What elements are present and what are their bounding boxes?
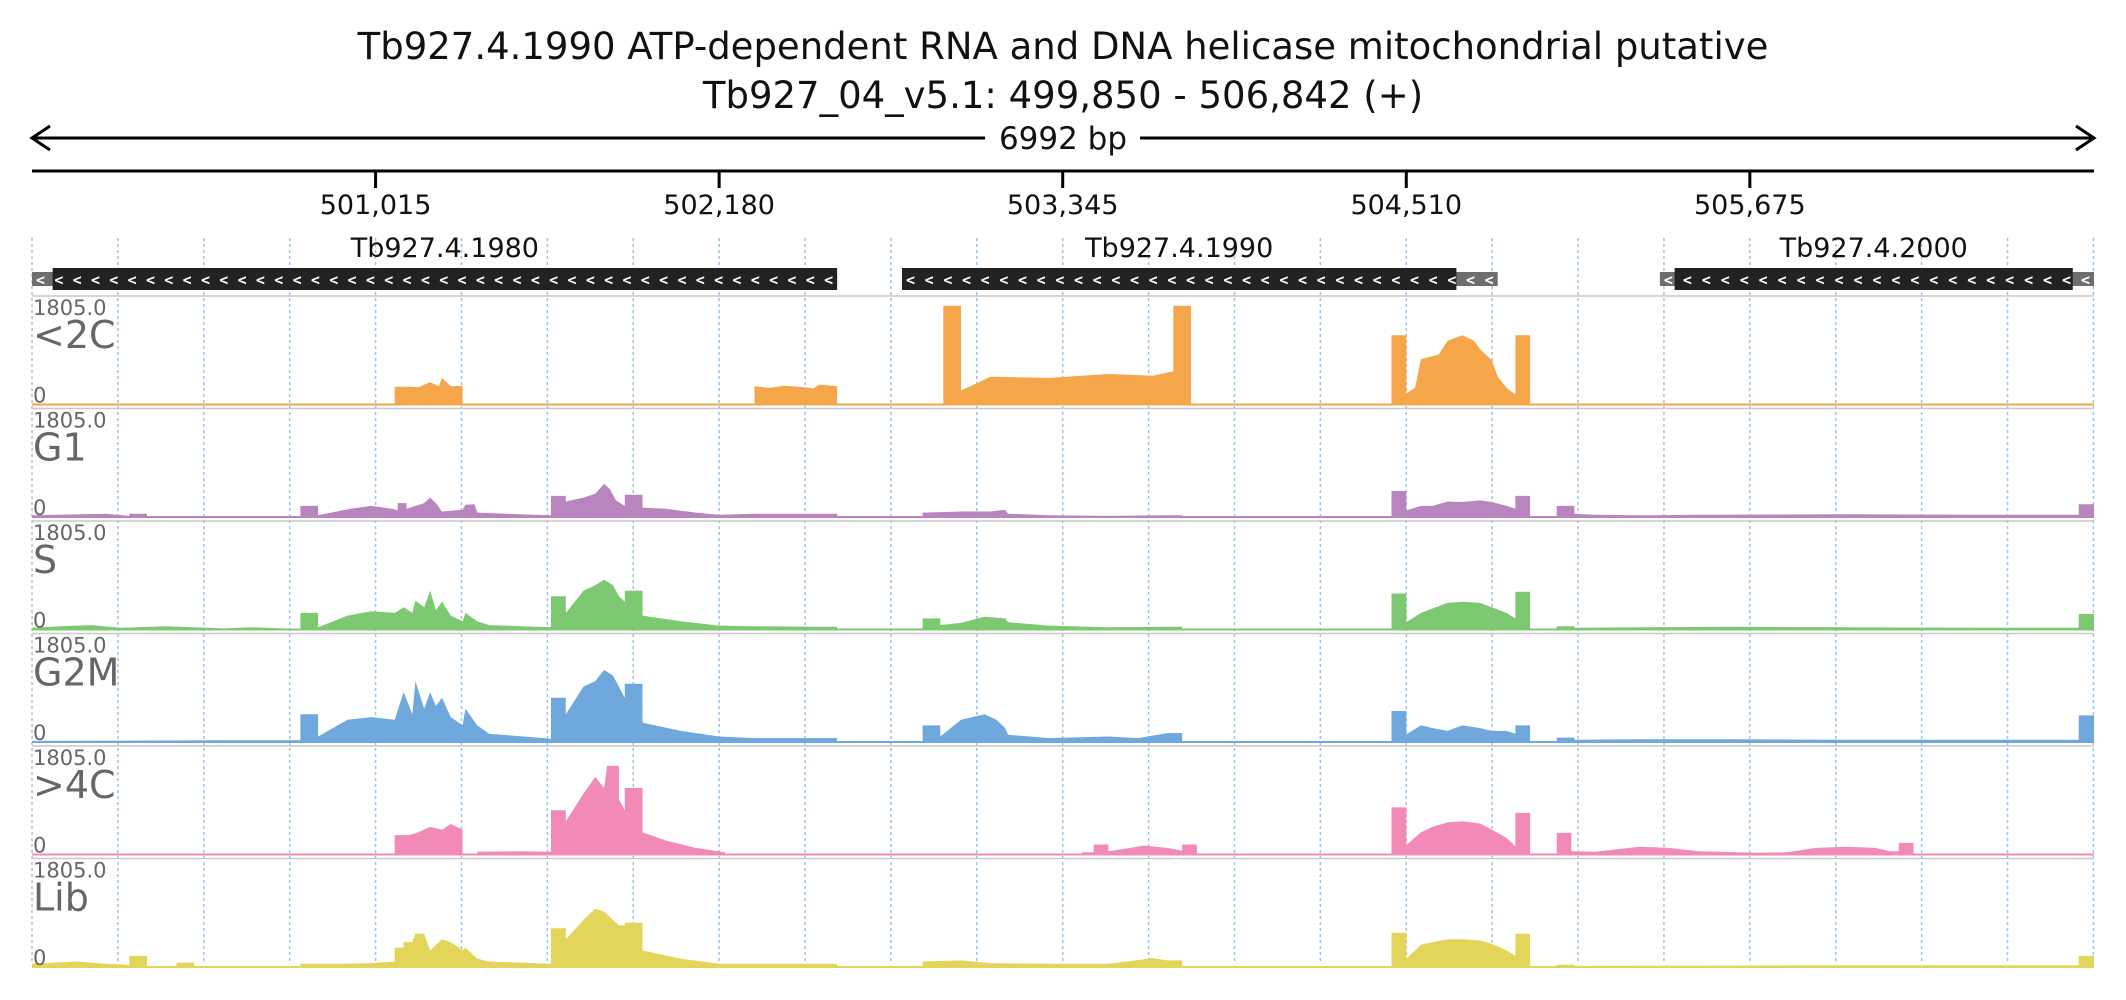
span-arrow-left-icon xyxy=(29,124,51,152)
track-max-label: 1805.0 xyxy=(33,409,106,433)
gene-cds xyxy=(1674,268,2073,290)
track-max-label: 1805.0 xyxy=(33,746,106,770)
coverage-area xyxy=(394,305,1531,405)
track-name: S xyxy=(33,538,57,582)
gene-label: Tb927.4.1980 xyxy=(350,233,539,264)
track-name: Lib xyxy=(33,876,89,920)
track-name: G1 xyxy=(33,426,87,470)
gene-track: <<<<<<<<<<<<<<<<<<<<<<<<<<<<<<<<<<<<<<<<… xyxy=(32,233,2094,290)
ruler-tick-label: 505,675 xyxy=(1694,190,1806,221)
ruler-tick-label: 503,345 xyxy=(1007,190,1119,221)
span-arrow-right-icon xyxy=(2075,124,2097,152)
coverage-tracks: 1805.0<2C01805.0G101805.0S01805.0G2M0180… xyxy=(32,295,2094,970)
ruler-tick-label: 502,180 xyxy=(663,190,775,221)
track-name: <2C xyxy=(33,313,116,357)
track-min-label: 0 xyxy=(33,834,46,858)
gene-cds xyxy=(901,268,1457,290)
coverage-area xyxy=(32,483,2094,517)
track-min-label: 0 xyxy=(33,946,46,970)
span-length-label: 6992 bp xyxy=(999,121,1127,157)
track-max-label: 1805.0 xyxy=(33,859,106,883)
gene-strand-chevrons: <<<<<<<<<<<<<<<<<<<<<<< xyxy=(1664,271,2090,289)
track-min-label: 0 xyxy=(33,609,46,633)
track-min-label: 0 xyxy=(33,384,46,408)
grid-lines xyxy=(31,238,2095,962)
track-min-label: 0 xyxy=(33,721,46,745)
region-subtitle: Tb927_04_v5.1: 499,850 - 506,842 (+) xyxy=(702,74,1423,117)
gene-cds xyxy=(52,268,838,290)
chart-title: Tb927.4.1990 ATP-dependent RNA and DNA h… xyxy=(357,25,1769,68)
track-max-label: 1805.0 xyxy=(33,634,106,658)
track-name: G2M xyxy=(33,651,119,695)
coverage-area xyxy=(394,765,1914,855)
track-name: >4C xyxy=(33,763,116,807)
coordinate-ruler: 501,015 502,180 503,345 504,510 505,675 xyxy=(32,169,2094,221)
track-max-label: 1805.0 xyxy=(33,521,106,545)
ruler-tick-label: 504,510 xyxy=(1350,190,1462,221)
ruler-tick-label: 501,015 xyxy=(320,190,432,221)
gene-label: Tb927.4.1990 xyxy=(1084,233,1273,264)
span-indicator: 6992 bp xyxy=(29,121,2097,157)
gene-label: Tb927.4.2000 xyxy=(1779,233,1968,264)
track-min-label: 0 xyxy=(33,496,46,520)
track-max-label: 1805.0 xyxy=(33,296,106,320)
coverage-area xyxy=(32,670,2094,742)
